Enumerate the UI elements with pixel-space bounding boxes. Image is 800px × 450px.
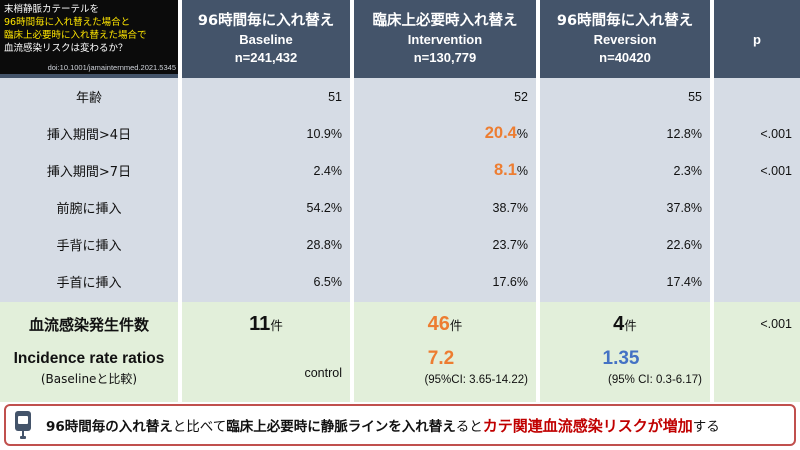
baseline-cell: 51: [328, 89, 342, 104]
intervention-cell: 20.4%: [354, 115, 536, 152]
title-box: 末梢静脈カテーテルを 96時間毎に入れ替えた場合と 臨床上必要時に入れ替えた場合…: [0, 0, 178, 74]
column-divider: [536, 0, 540, 402]
intervention-cell: 23.7%: [492, 237, 528, 252]
reversion-n: n=40420: [599, 50, 651, 65]
intervention-n: n=130,779: [413, 50, 477, 65]
row-label: 前腕に挿入: [56, 202, 122, 217]
baseline-n: n=241,432: [234, 50, 298, 65]
iv-bag-icon: [8, 406, 38, 444]
baseline-jp-label: 96時間毎に入れ替え: [197, 13, 335, 29]
conclusion-box: 96時間毎の入れ替えと比べて臨床上必要時に静脈ラインを入れ替えるとカテ関連血流感…: [4, 404, 796, 446]
reversion-cell: 55: [688, 89, 702, 104]
table-row-hand: 手背に挿入 28.8% 23.7% 22.6%: [0, 226, 800, 263]
column-divider: [350, 0, 354, 402]
p-header-label: p: [753, 31, 761, 47]
count-unit: 件: [449, 318, 463, 333]
p-cell: <.001: [760, 126, 792, 141]
title-line-3: 臨床上必要時に入れ替えた場合で: [4, 30, 147, 41]
reversion-cell: 22.6%: [666, 237, 702, 252]
table-row-wrist: 手首に挿入 6.5% 17.6% 17.4%: [0, 263, 800, 300]
reversion-irr-value: 1.35: [602, 348, 640, 369]
intervention-jp-label: 臨床上必要時入れ替え: [372, 13, 518, 29]
reversion-cell: 37.8%: [666, 200, 702, 215]
outcomes-band: [0, 302, 800, 402]
baseline-cell: 28.8%: [306, 237, 342, 252]
p-cell: [714, 78, 800, 115]
count-unit: 件: [624, 318, 637, 333]
intervention-en-label: Intervention: [407, 32, 483, 47]
infections-label: 血流感染発生件数: [28, 315, 149, 334]
column-header-baseline: 96時間毎に入れ替え Baseline n=241,432: [182, 0, 350, 78]
table-row-age: 年齢 51 52 55: [0, 78, 800, 115]
title-line-4: 血流感染リスクは変わるか？: [4, 43, 128, 54]
characteristics-band: [0, 78, 800, 302]
baseline-infection-count: 11: [249, 312, 271, 335]
conclusion-seg-2: と比べて: [172, 418, 227, 435]
column-header-p: p: [714, 0, 800, 78]
intervention-cell: 17.6%: [492, 274, 528, 289]
reversion-jp-label: 96時間毎に入れ替え: [556, 13, 694, 29]
conclusion-seg-3: 臨床上必要時に静脈ラインを入れ替え: [226, 418, 456, 435]
column-divider: [178, 0, 182, 402]
intervention-cell: 38.7%: [492, 200, 528, 215]
reversion-cell: 2.3%: [673, 163, 703, 178]
conclusion-text: 96時間毎の入れ替えと比べて臨床上必要時に静脈ラインを入れ替えるとカテ関連血流感…: [46, 415, 720, 436]
percent-unit: %: [516, 126, 528, 141]
baseline-cell: 2.4%: [313, 163, 343, 178]
baseline-cell: 54.2%: [306, 200, 342, 215]
baseline-cell: 6.5%: [313, 274, 343, 289]
table-header: 末梢静脈カテーテルを 96時間毎に入れ替えた場合と 臨床上必要時に入れ替えた場合…: [0, 0, 800, 78]
conclusion-seg-6: する: [692, 418, 720, 435]
irr-label-block: Incidence rate ratios (Baselineと比較): [0, 348, 178, 388]
intervention-cell: 52: [514, 89, 528, 104]
title-line-2: 96時間毎に入れ替えた場合と: [4, 17, 131, 28]
count-unit: 件: [270, 318, 283, 333]
intervention-irr: 7.2 (95%CI: 3.65-14.22): [354, 348, 536, 398]
p-cell: <.001: [760, 163, 792, 178]
row-label: 挿入期間>7日: [46, 165, 132, 180]
intervention-irr-ci: (95%CI: 3.65-14.22): [424, 374, 528, 386]
intervention-cell: 8.1%: [354, 152, 536, 189]
irr-label: Incidence rate ratios: [13, 350, 165, 367]
conclusion-seg-1: 96時間毎の入れ替え: [46, 418, 173, 435]
baseline-cell: 10.9%: [306, 126, 342, 141]
p-cell: [714, 189, 800, 226]
table-row-duration-4d: 挿入期間>4日 10.9% 20.4% 12.8% <.001: [0, 115, 800, 152]
intervention-highlight-value: 8.1: [493, 161, 517, 179]
intervention-infections: 46 件: [354, 302, 536, 346]
column-header-reversion: 96時間毎に入れ替え Reversion n=40420: [540, 0, 710, 78]
baseline-irr-value: control: [304, 366, 342, 380]
reversion-en-label: Reversion: [593, 32, 657, 47]
intervention-highlight-value: 20.4: [484, 124, 517, 142]
column-divider: [710, 0, 714, 402]
doi-text: doi:10.1001/jamainternmed.2021.5345: [47, 63, 176, 72]
irr-sublabel: (Baselineと比較): [40, 372, 138, 386]
column-header-intervention: 臨床上必要時入れ替え Intervention n=130,779: [354, 0, 536, 78]
intervention-infection-count: 46: [427, 312, 450, 335]
p-cell: [714, 263, 800, 300]
p-cell: [714, 226, 800, 263]
row-label: 手背に挿入: [56, 239, 122, 254]
reversion-irr: 1.35 (95% CI: 0.3-6.17): [540, 348, 710, 398]
baseline-en-label: Baseline: [239, 32, 293, 47]
conclusion-seg-4: ると: [455, 418, 483, 435]
baseline-infections: 11 件: [182, 302, 350, 346]
reversion-cell: 17.4%: [666, 274, 702, 289]
table-row-forearm: 前腕に挿入 54.2% 38.7% 37.8%: [0, 189, 800, 226]
row-label: 年齢: [75, 91, 102, 106]
intervention-irr-value: 7.2: [427, 348, 455, 369]
row-label: 挿入期間>4日: [46, 128, 132, 143]
reversion-infection-count: 4: [613, 312, 625, 335]
p-cell: <.001: [760, 317, 792, 331]
percent-unit: %: [516, 163, 528, 178]
row-label: 手首に挿入: [56, 276, 122, 291]
title-line-1: 末梢静脈カテーテルを: [4, 4, 100, 15]
reversion-irr-ci: (95% CI: 0.3-6.17): [608, 374, 702, 386]
conclusion-seg-5: カテ関連血流感染リスクが増加: [482, 416, 693, 435]
table-row-duration-7d: 挿入期間>7日 2.4% 8.1% 2.3% <.001: [0, 152, 800, 189]
reversion-cell: 12.8%: [666, 126, 702, 141]
baseline-irr: control: [182, 348, 350, 398]
